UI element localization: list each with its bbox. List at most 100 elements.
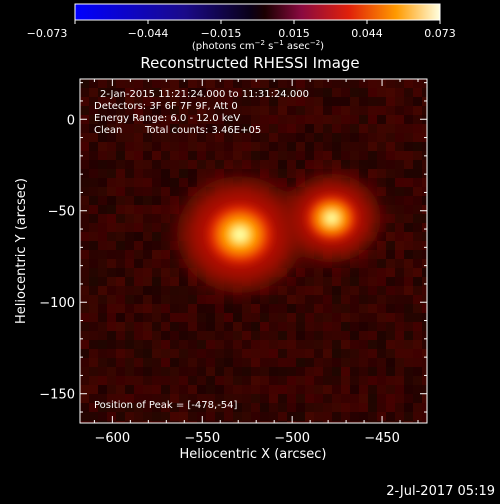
background-pixel xyxy=(161,196,170,205)
background-pixel xyxy=(278,142,287,151)
background-pixel xyxy=(161,241,170,250)
background-pixel xyxy=(341,349,350,358)
background-pixel xyxy=(341,313,350,322)
background-pixel xyxy=(332,133,341,142)
background-pixel xyxy=(359,412,368,421)
background-pixel xyxy=(332,421,341,423)
background-pixel xyxy=(134,385,143,394)
background-pixel xyxy=(89,286,98,295)
background-pixel xyxy=(305,313,314,322)
background-pixel xyxy=(332,97,341,106)
background-pixel xyxy=(143,322,152,331)
background-pixel xyxy=(314,151,323,160)
background-pixel xyxy=(260,367,269,376)
background-pixel xyxy=(125,394,134,403)
background-pixel xyxy=(206,376,215,385)
background-pixel xyxy=(332,268,341,277)
background-pixel xyxy=(89,142,98,151)
background-pixel xyxy=(386,133,395,142)
background-pixel xyxy=(206,133,215,142)
background-pixel xyxy=(251,97,260,106)
background-pixel xyxy=(395,367,404,376)
background-pixel xyxy=(314,358,323,367)
background-pixel xyxy=(422,205,427,214)
background-pixel xyxy=(188,142,197,151)
background-pixel xyxy=(134,250,143,259)
background-pixel xyxy=(125,196,134,205)
background-pixel xyxy=(341,142,350,151)
background-pixel xyxy=(386,115,395,124)
annotation-time-range: 2-Jan-2015 11:21:24.000 to 11:31:24.000 xyxy=(100,89,309,100)
background-pixel xyxy=(251,358,260,367)
background-pixel xyxy=(260,358,269,367)
background-pixel xyxy=(116,88,125,97)
background-pixel xyxy=(413,403,422,412)
background-pixel xyxy=(188,97,197,106)
background-pixel xyxy=(233,412,242,421)
background-pixel xyxy=(368,88,377,97)
background-pixel xyxy=(215,340,224,349)
background-pixel xyxy=(377,295,386,304)
background-pixel xyxy=(152,295,161,304)
background-pixel xyxy=(296,340,305,349)
background-pixel xyxy=(179,394,188,403)
background-pixel xyxy=(368,295,377,304)
background-pixel xyxy=(116,367,125,376)
background-pixel xyxy=(386,295,395,304)
background-pixel xyxy=(350,322,359,331)
plot-title: Reconstructed RHESSI Image xyxy=(140,54,359,72)
background-pixel xyxy=(134,223,143,232)
background-pixel xyxy=(260,124,269,133)
background-pixel xyxy=(188,412,197,421)
background-pixel xyxy=(89,367,98,376)
background-pixel xyxy=(89,277,98,286)
background-pixel xyxy=(206,115,215,124)
background-pixel xyxy=(161,313,170,322)
background-pixel xyxy=(278,385,287,394)
background-pixel xyxy=(251,376,260,385)
background-pixel xyxy=(350,277,359,286)
background-pixel xyxy=(143,268,152,277)
background-pixel xyxy=(242,133,251,142)
background-pixel xyxy=(143,133,152,142)
background-pixel xyxy=(323,313,332,322)
background-pixel xyxy=(215,304,224,313)
background-pixel xyxy=(377,304,386,313)
background-pixel xyxy=(125,340,134,349)
background-pixel xyxy=(359,178,368,187)
background-pixel xyxy=(287,394,296,403)
background-pixel xyxy=(125,331,134,340)
background-pixel xyxy=(305,277,314,286)
background-pixel xyxy=(242,160,251,169)
background-pixel xyxy=(125,169,134,178)
background-pixel xyxy=(251,115,260,124)
background-pixel xyxy=(287,133,296,142)
background-pixel xyxy=(107,178,116,187)
background-pixel xyxy=(305,133,314,142)
background-pixel xyxy=(287,385,296,394)
background-pixel xyxy=(170,124,179,133)
background-pixel xyxy=(332,295,341,304)
background-pixel xyxy=(287,106,296,115)
background-pixel xyxy=(215,367,224,376)
background-pixel xyxy=(422,322,427,331)
background-pixel xyxy=(368,385,377,394)
background-pixel xyxy=(305,331,314,340)
background-pixel xyxy=(98,304,107,313)
background-pixel xyxy=(80,124,89,133)
background-pixel xyxy=(242,313,251,322)
background-pixel xyxy=(332,142,341,151)
background-pixel xyxy=(161,403,170,412)
background-pixel xyxy=(116,412,125,421)
background-pixel xyxy=(107,97,116,106)
background-pixel xyxy=(296,124,305,133)
background-pixel xyxy=(413,340,422,349)
background-pixel xyxy=(413,268,422,277)
background-pixel xyxy=(170,349,179,358)
background-pixel xyxy=(377,169,386,178)
background-pixel xyxy=(143,214,152,223)
background-pixel xyxy=(296,385,305,394)
background-pixel xyxy=(179,367,188,376)
background-pixel xyxy=(377,187,386,196)
background-pixel xyxy=(107,349,116,358)
